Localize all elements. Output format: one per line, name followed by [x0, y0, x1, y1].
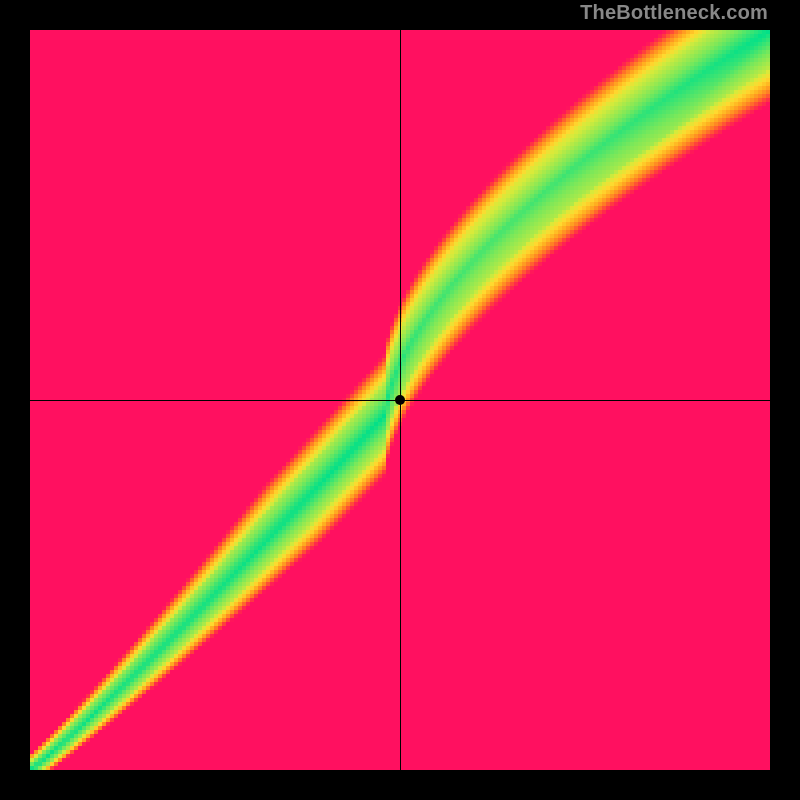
watermark-text: TheBottleneck.com	[580, 2, 768, 25]
chart-container: TheBottleneck.com	[0, 0, 800, 800]
crosshair-overlay	[0, 0, 800, 800]
